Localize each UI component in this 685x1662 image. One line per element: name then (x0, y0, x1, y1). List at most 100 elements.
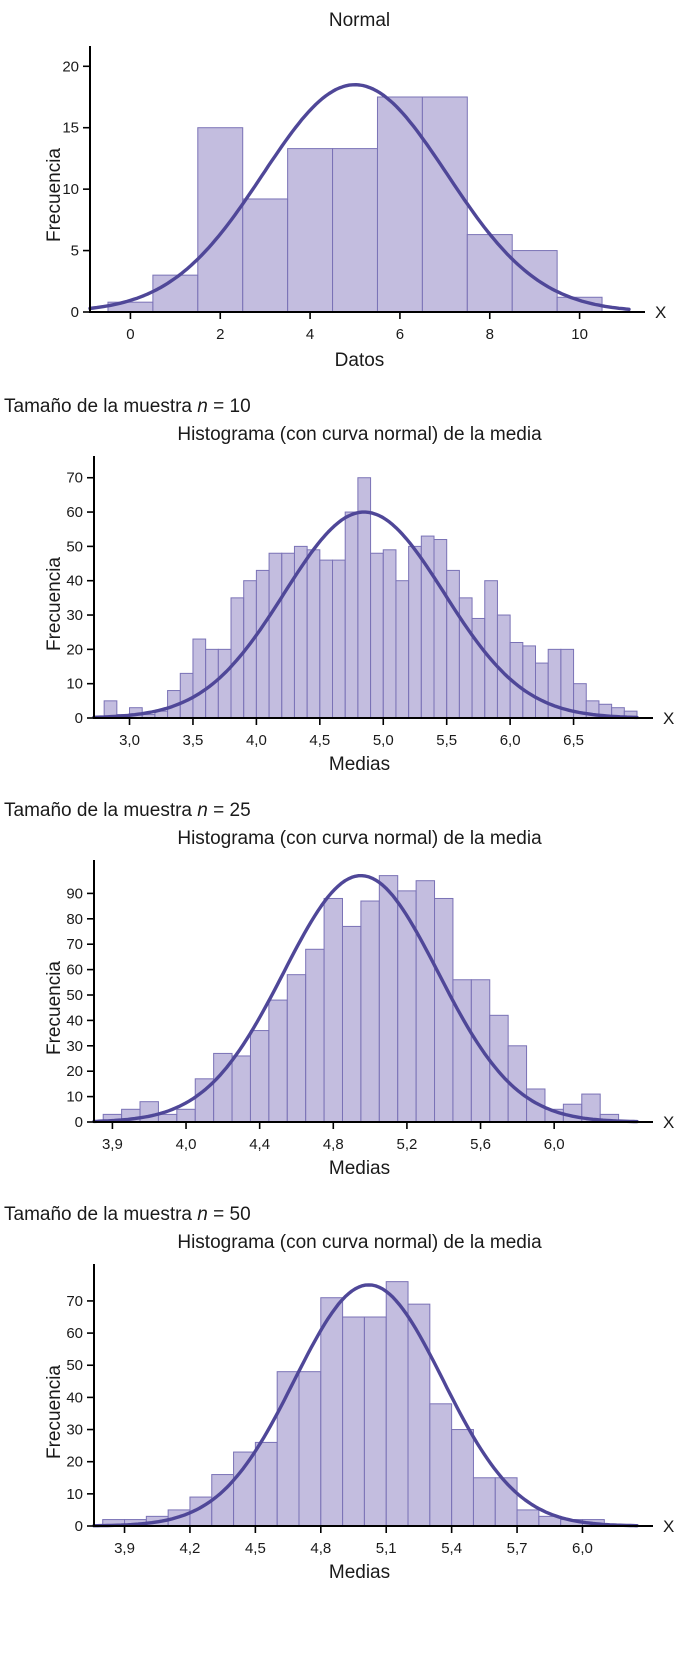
svg-text:X: X (663, 1113, 674, 1132)
x-axis-label: Medias (328, 1158, 391, 1179)
svg-text:5,1: 5,1 (376, 1540, 397, 1557)
svg-text:6,0: 6,0 (572, 1540, 593, 1557)
svg-text:60: 60 (66, 504, 83, 521)
svg-text:3,9: 3,9 (114, 1540, 135, 1557)
svg-text:0: 0 (75, 1518, 83, 1535)
n-variable: n (197, 396, 208, 417)
n10-chart-section: Tamaño de la muestra n = 10 Histograma (… (0, 392, 685, 776)
population-chart-section: Normal Frecuencia 0 5 10 15 20 0 2 4 6 8 10 X Datos (0, 10, 685, 372)
x-axis-label: Medias (328, 1562, 391, 1583)
sample-size-value: = 50 (207, 1204, 251, 1225)
svg-text:4,5: 4,5 (245, 1540, 266, 1557)
svg-text:4,4: 4,4 (249, 1136, 270, 1153)
svg-text:80: 80 (66, 911, 83, 928)
svg-text:8: 8 (486, 326, 494, 343)
sampling-distribution-n10-chart: 0 10 20 30 40 50 60 70 3,0 3,5 4,0 4,5 5,0 5,5 6,0 6,5 X (66, 456, 674, 749)
svg-text:4,2: 4,2 (180, 1540, 201, 1557)
n-variable: n (197, 800, 208, 821)
svg-text:5,0: 5,0 (373, 732, 394, 749)
svg-text:3,9: 3,9 (102, 1136, 123, 1153)
svg-text:6,5: 6,5 (563, 732, 584, 749)
svg-text:60: 60 (66, 962, 83, 979)
svg-text:10: 10 (62, 181, 79, 198)
svg-text:70: 70 (66, 936, 83, 953)
n50-chart-section: Tamaño de la muestra n = 50 Histograma (… (0, 1200, 685, 1584)
svg-text:30: 30 (66, 607, 83, 624)
sample-size-heading: Tamaño de la muestra n = 25 (0, 796, 685, 824)
y-axis-label: Frecuencia (44, 961, 65, 1055)
chart-title: Histograma (con curva normal) de la medi… (177, 424, 542, 445)
sampling-distribution-n50-chart: 0 10 20 30 40 50 60 70 3,9 4,2 4,5 4,8 5,1 5,4 5,7 6,0 X (66, 1264, 674, 1557)
svg-text:0: 0 (75, 1114, 83, 1131)
svg-text:X: X (663, 709, 674, 728)
chart-title: Histograma (con curva normal) de la medi… (177, 828, 542, 849)
svg-text:20: 20 (66, 1063, 83, 1080)
svg-text:6,0: 6,0 (544, 1136, 565, 1153)
svg-text:4: 4 (306, 326, 314, 343)
sample-size-value: = 25 (207, 800, 251, 821)
svg-text:3,5: 3,5 (183, 732, 204, 749)
svg-text:40: 40 (66, 573, 83, 590)
svg-text:4,8: 4,8 (310, 1540, 331, 1557)
svg-text:10: 10 (66, 1486, 83, 1503)
svg-text:40: 40 (66, 1012, 83, 1029)
chart-title: Histograma (con curva normal) de la medi… (177, 1232, 542, 1253)
svg-text:30: 30 (66, 1038, 83, 1055)
svg-text:0: 0 (71, 304, 79, 321)
sample-size-text: Tamaño de la muestra (4, 1204, 198, 1225)
svg-text:X: X (655, 303, 666, 322)
x-axis-label: Medias (328, 754, 391, 775)
svg-text:5,4: 5,4 (441, 1540, 462, 1557)
svg-text:70: 70 (66, 470, 83, 487)
svg-text:X: X (663, 1517, 674, 1536)
svg-text:20: 20 (66, 1454, 83, 1471)
svg-text:0: 0 (75, 710, 83, 727)
n-variable: n (197, 1204, 208, 1225)
svg-text:20: 20 (66, 641, 83, 658)
plot-row: Frecuencia 0 10 20 30 40 50 60 70 80 90 3,9 4,0 4,4 4… (34, 852, 685, 1164)
svg-text:10: 10 (66, 676, 83, 693)
y-axis-label: Frecuencia (44, 148, 65, 242)
svg-text:4,0: 4,0 (176, 1136, 197, 1153)
svg-text:6: 6 (396, 326, 404, 343)
svg-text:40: 40 (66, 1389, 83, 1406)
svg-text:50: 50 (66, 538, 83, 555)
chart-title: Normal (328, 10, 391, 31)
svg-text:6,0: 6,0 (500, 732, 521, 749)
svg-text:20: 20 (62, 58, 79, 75)
y-axis-label: Frecuencia (44, 1365, 65, 1459)
y-axis-label: Frecuencia (44, 557, 65, 651)
svg-text:30: 30 (66, 1422, 83, 1439)
x-axis-label: Datos (334, 350, 385, 371)
svg-text:5,5: 5,5 (436, 732, 457, 749)
plot-row: Frecuencia 0 10 20 30 40 50 60 70 3,9 4,2 4,5 4,8 5,… (34, 1256, 685, 1568)
svg-text:0: 0 (126, 326, 134, 343)
svg-text:3,0: 3,0 (119, 732, 140, 749)
svg-text:4,8: 4,8 (323, 1136, 344, 1153)
svg-text:10: 10 (66, 1089, 83, 1106)
sample-size-value: = 10 (207, 396, 251, 417)
svg-text:60: 60 (66, 1325, 83, 1342)
svg-text:10: 10 (571, 326, 588, 343)
svg-text:4,0: 4,0 (246, 732, 267, 749)
sampling-distribution-n25-chart: 0 10 20 30 40 50 60 70 80 90 3,9 4,0 4,4 4,8 5,2 5,6 6,0… (66, 860, 674, 1153)
svg-text:5: 5 (71, 243, 79, 260)
svg-text:50: 50 (66, 1357, 83, 1374)
plot-row: Frecuencia 0 5 10 15 20 0 2 4 6 8 10 X (34, 34, 685, 356)
figure-page: Normal Frecuencia 0 5 10 15 20 0 2 4 6 8 10 X Datos… (0, 10, 685, 1584)
svg-text:5,2: 5,2 (396, 1136, 417, 1153)
sample-size-heading: Tamaño de la muestra n = 50 (0, 1200, 685, 1228)
sample-size-text: Tamaño de la muestra (4, 800, 198, 821)
svg-text:15: 15 (62, 120, 79, 137)
plot-row: Frecuencia 0 10 20 30 40 50 60 70 3,0 3,5 4,0 4,5 5,… (34, 448, 685, 760)
sample-size-heading: Tamaño de la muestra n = 10 (0, 392, 685, 420)
sample-size-text: Tamaño de la muestra (4, 396, 198, 417)
n25-chart-section: Tamaño de la muestra n = 25 Histograma (… (0, 796, 685, 1180)
svg-text:2: 2 (216, 326, 224, 343)
svg-text:5,6: 5,6 (470, 1136, 491, 1153)
normal-histogram-chart: 0 5 10 15 20 0 2 4 6 8 10 X (62, 46, 666, 343)
svg-text:70: 70 (66, 1293, 83, 1310)
svg-text:4,5: 4,5 (309, 732, 330, 749)
svg-text:50: 50 (66, 987, 83, 1004)
svg-text:90: 90 (66, 885, 83, 902)
